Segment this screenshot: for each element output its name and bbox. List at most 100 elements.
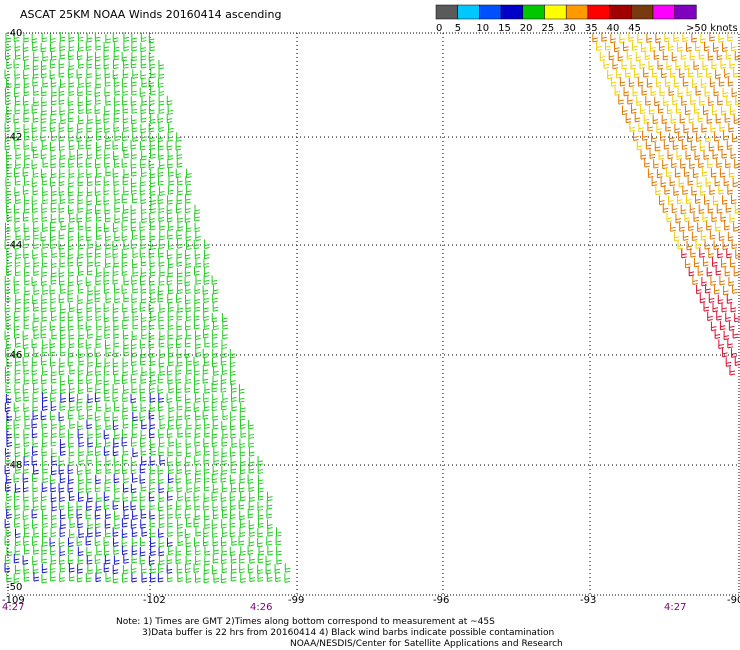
wind-barb [105,572,112,583]
wind-barb [105,402,112,413]
wind-barb [637,33,643,44]
wind-barb [673,32,679,42]
wind-barb [51,447,57,458]
wind-barb [176,348,183,359]
wind-barb [635,51,642,62]
wind-barb [213,545,219,555]
wind-barb [177,519,183,529]
wind-barb [684,60,691,71]
wind-barb [23,545,30,555]
wind-barb [628,32,634,42]
wind-barb [186,356,192,366]
wind-barb [175,141,182,151]
wind-barb [150,528,156,538]
wind-barb [5,231,11,241]
wind-barb [78,330,85,340]
wind-barb [59,168,65,178]
wind-barb [32,77,38,87]
wind-barb [203,311,209,321]
wind-barb [212,528,218,538]
note-line-3: NOAA/NESDIS/Center for Satellite Applica… [290,639,563,649]
wind-barb [702,105,709,116]
wind-barb [221,527,228,538]
wind-barb [643,68,649,78]
wind-barb [131,167,137,177]
wind-barb [49,563,56,574]
wind-barb [23,69,29,80]
wind-barb [50,572,56,582]
wind-barb [40,231,47,242]
wind-barb [712,302,719,313]
wind-barb [660,177,667,188]
wind-barb [706,267,713,277]
wind-barb [121,429,128,439]
wind-barb [239,518,246,528]
wind-barb [95,59,101,70]
wind-barb [211,491,218,502]
wind-barb [131,275,137,285]
wind-barb [41,96,47,107]
wind-barb [158,150,164,160]
wind-barb [104,68,111,79]
wind-barb [158,59,165,70]
wind-barb [94,392,101,403]
wind-barb [211,383,218,393]
wind-barb [212,357,218,368]
wind-barb [176,401,183,411]
wind-barb [22,510,29,521]
wind-barb [229,447,236,457]
wind-barb [185,320,191,331]
wind-barb [49,537,56,547]
wind-barb [150,240,156,250]
wind-barb [159,419,166,430]
wind-barb [113,320,119,331]
wind-barb [24,285,30,296]
wind-barb [149,393,156,403]
wind-barb [688,221,694,231]
wind-barb [132,267,139,277]
wind-barb [24,267,30,277]
wind-barb [702,257,709,267]
wind-barb [132,510,138,521]
wind-barb [15,338,21,348]
wind-barb [14,491,20,501]
wind-barb [657,60,664,70]
wind-barb [195,411,201,421]
wind-barb [157,285,164,296]
wind-barb [679,222,685,232]
wind-barb [193,537,200,547]
wind-barb [122,141,128,152]
wind-barb [175,168,182,179]
wind-barb [69,302,75,313]
wind-barb [4,87,11,97]
wind-barb [68,338,75,349]
wind-barb [708,248,714,259]
wind-barb [95,366,101,376]
wind-barb [41,302,47,313]
wind-barb [41,437,48,448]
wind-barb [168,402,174,413]
wind-barb [130,437,137,447]
wind-barb [660,131,666,141]
wind-barb [734,159,740,169]
wind-barb [664,77,671,87]
wind-barb [698,50,705,60]
wind-barb [149,267,156,277]
wind-barb [59,527,66,538]
wind-barb [96,149,102,160]
wind-barb [158,96,165,106]
wind-barb [59,563,66,573]
wind-barb [112,222,119,233]
wind-barb [131,347,137,358]
wind-barb [103,366,110,376]
wind-barb [230,420,236,431]
wind-barb [140,519,146,529]
wind-barb [638,122,644,133]
wind-barb [131,428,138,439]
wind-barb [123,293,129,303]
wind-barb [114,86,120,96]
wind-barb [22,356,29,367]
wind-barb [33,572,40,582]
wind-barb [14,329,20,339]
wind-barb [24,257,31,268]
